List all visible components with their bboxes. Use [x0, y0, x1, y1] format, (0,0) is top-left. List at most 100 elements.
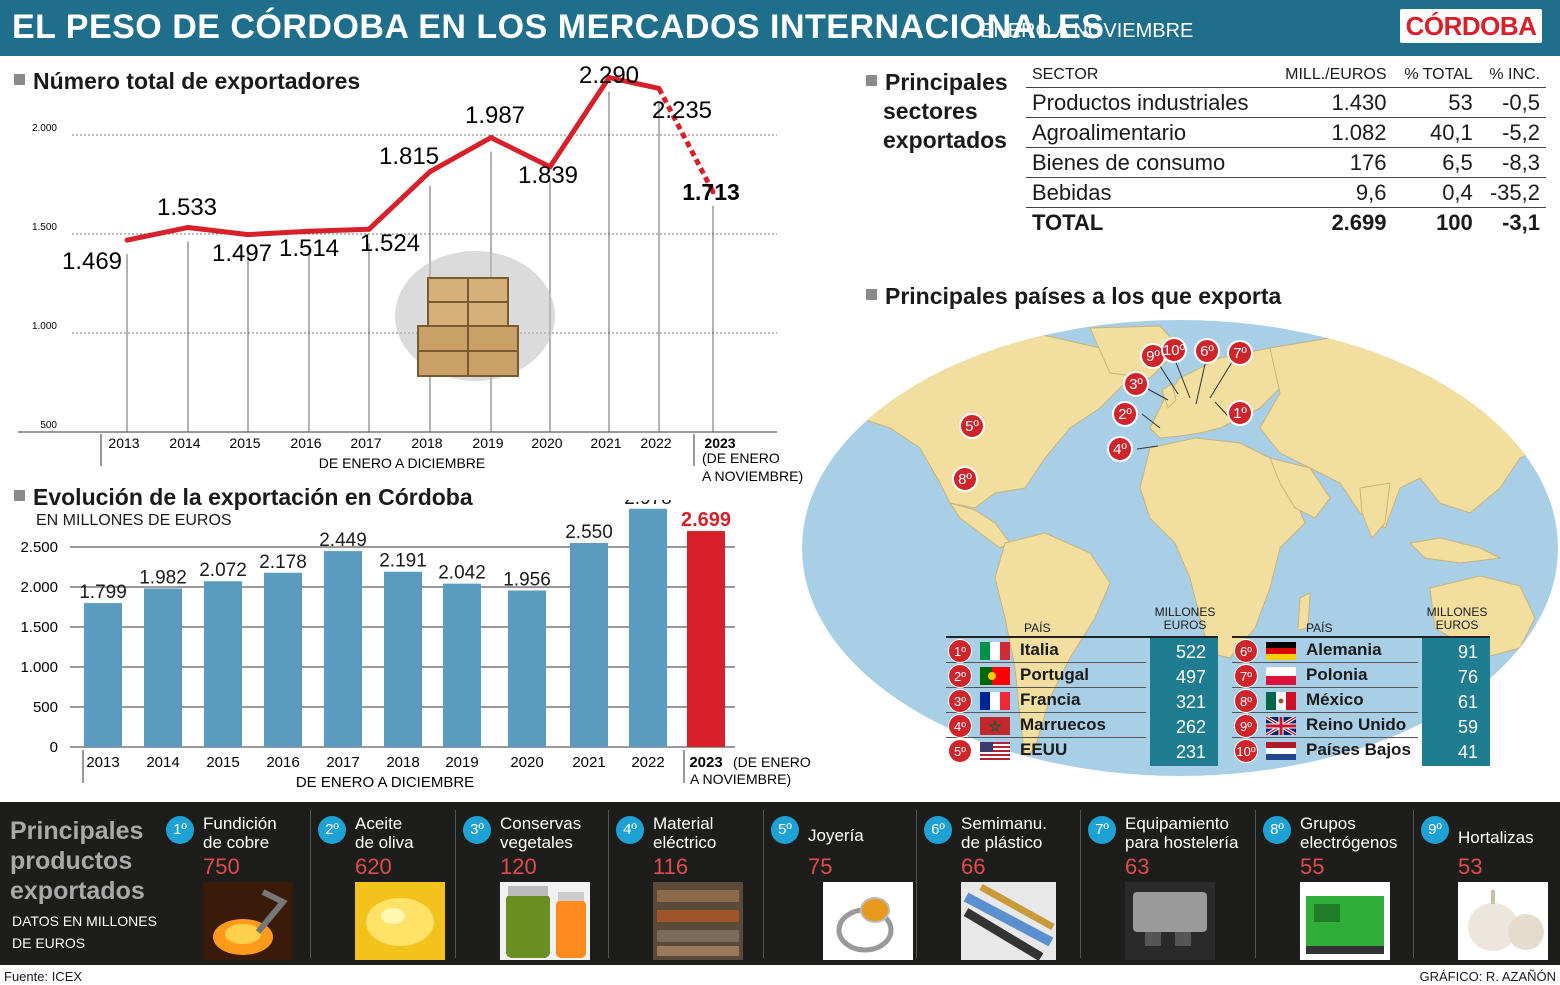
bullet-square-icon [866, 289, 877, 301]
italy-flag-icon [980, 642, 1010, 660]
product-item: 7º Equipamiento para hostelería 63 [1080, 802, 1250, 965]
x-tick-label: 2022 [640, 435, 671, 451]
svg-text:5º: 5º [965, 418, 979, 435]
sector-pct-inc: -5,2 [1478, 117, 1546, 148]
bar [629, 508, 667, 747]
x-tick-label: 2021 [572, 754, 605, 771]
product-rank: 3º [463, 816, 491, 844]
country-name: Reino Unido [1306, 715, 1407, 734]
country-name: Polonia [1306, 665, 1368, 684]
svg-text:8º: 8º [958, 471, 972, 488]
logo-text: CÓRDOBA [1405, 11, 1537, 41]
pin-leader-lines [1136, 359, 1233, 450]
products-title: Principales productos exportados [10, 817, 145, 905]
countries-title: Principales países a los que exporta [866, 283, 1281, 310]
product-name: Joyería [808, 826, 864, 845]
map-pin: 8º [952, 466, 978, 492]
total-pct-total: 100 [1436, 209, 1473, 235]
x-tick-label: 2023 [704, 435, 735, 451]
bar [687, 531, 725, 747]
bar [84, 603, 122, 747]
note-2023: A NOVIEMBRE) [690, 771, 791, 787]
product-rank: 2º [318, 816, 346, 844]
data-point [306, 228, 312, 234]
netherlands-flag-icon [1266, 742, 1296, 760]
bar-value-label: 1.799 [79, 582, 127, 603]
sector-name: Productos industriales [1026, 87, 1271, 118]
map-pin: 5º [959, 413, 985, 439]
country-value: 61 [1457, 692, 1478, 712]
bullet-square-icon [866, 75, 877, 87]
period-label: DE ENERO A DICIEMBRE [319, 455, 485, 471]
sector-pct-inc: -8,3 [1478, 147, 1546, 178]
product-value: 66 [961, 854, 986, 879]
page-title: EL PESO DE CÓRDOBA EN LOS MERCADOS INTER… [12, 8, 1105, 46]
sector-pct-total: 40,1 [1392, 117, 1479, 148]
product-separator [916, 810, 917, 958]
data-point [547, 164, 553, 170]
bar [144, 588, 182, 747]
preserves-jar-photo-icon [500, 882, 590, 960]
svg-text:6º: 6º [1200, 343, 1214, 360]
data-label: 1.815 [379, 143, 439, 170]
sector-pct-total: 0,4 [1392, 177, 1479, 208]
x-tick-label: 2014 [146, 754, 179, 771]
sector-pct-inc: -35,2 [1478, 177, 1546, 208]
data-label: 1.469 [62, 248, 122, 275]
x-tick-label: 2019 [472, 435, 503, 451]
map-pin: 2º [1112, 401, 1138, 427]
x-tick-label: 2015 [229, 435, 260, 451]
bar [264, 572, 302, 747]
country-name: Alemania [1306, 640, 1382, 659]
table-rule [946, 636, 1218, 638]
header-mill: MILL./EUROS [1270, 64, 1393, 88]
rank-badge: 5º [948, 739, 972, 763]
data-label: 2.290 [579, 62, 639, 89]
data-label: 1.514 [279, 235, 339, 262]
product-rank: 4º [616, 816, 644, 844]
bar-value-label: 2.699 [681, 509, 731, 531]
morocco-flag-icon [980, 717, 1010, 735]
rank-badge: 3º [948, 689, 972, 713]
map-pin: 7º [1227, 340, 1253, 366]
y-tick-label: 1.500 [32, 222, 57, 233]
data-point [656, 85, 662, 91]
map-pin: 10º [1161, 337, 1187, 363]
sectors-header-row: SECTOR MILL./EUROS % TOTAL % INC. [1026, 64, 1546, 88]
product-name: Grupos electrógenos [1300, 814, 1398, 852]
sector-name: Agroalimentario [1026, 117, 1271, 148]
x-tick-label: 2021 [590, 435, 621, 451]
source-note: Fuente: ICEX [4, 969, 83, 984]
country-name: Países Bajos [1306, 740, 1411, 759]
united-kingdom [1161, 383, 1177, 409]
x-tick-label: 2018 [386, 754, 419, 771]
product-name: Fundición de cobre [203, 814, 277, 852]
y-tick-label: 2.500 [20, 539, 58, 556]
molten-copper-photo-icon [203, 882, 293, 960]
product-name: Hortalizas [1458, 828, 1534, 847]
total-pct-inc: -3,1 [1502, 209, 1540, 235]
svg-text:3º: 3º [1129, 376, 1143, 393]
rank-badge: 4º [948, 714, 972, 738]
bar [204, 581, 242, 747]
sector-pct-inc: -0,5 [1478, 87, 1546, 118]
rank-badge: 8º [1234, 689, 1258, 713]
bar-value-label: 2.191 [379, 551, 427, 572]
x-tick-label: 2019 [445, 754, 478, 771]
bar-value-label: 2.072 [199, 560, 247, 581]
x-tick-label: 2015 [206, 754, 239, 771]
y-tick-label: 500 [40, 420, 57, 431]
bar-value-label: 2.178 [259, 552, 307, 573]
country-value: 262 [1175, 717, 1206, 737]
product-value: 620 [355, 854, 392, 879]
country-row: 10º Países Bajos [1232, 738, 1418, 763]
period-label: DE ENERO A DICIEMBRE [296, 774, 474, 791]
country-value: 41 [1457, 742, 1478, 762]
note-2023: (DE ENERO [702, 450, 780, 466]
sector-pct-total: 6,5 [1392, 147, 1479, 178]
data-label: 2.235 [652, 97, 712, 124]
header-pct-total: % TOTAL [1392, 64, 1479, 88]
svg-text:4º: 4º [1113, 441, 1127, 458]
country-row: 5º EEUU [946, 738, 1146, 763]
evolution-subtitle: EN MILLONES DE EUROS [36, 512, 232, 529]
